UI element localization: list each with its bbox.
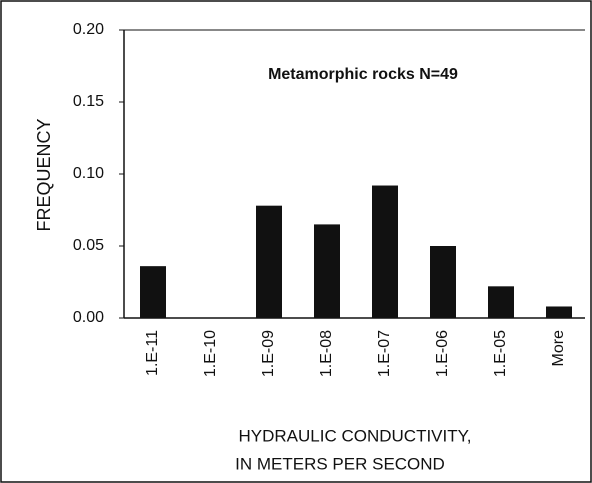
y-tick-label: 0.20 — [73, 21, 104, 38]
bar — [372, 185, 398, 318]
y-tick-label: 0.05 — [73, 237, 104, 254]
x-tick-label: 1.E-09 — [260, 330, 277, 377]
x-tick-label: More — [550, 330, 567, 367]
bar — [430, 246, 456, 318]
y-tick-label: 0.10 — [73, 165, 104, 182]
x-tick-label: 1.E-10 — [202, 330, 219, 377]
x-axis-label: IN METERS PER SECOND — [235, 454, 445, 473]
bar — [546, 306, 572, 318]
y-tick-label: 0.00 — [73, 309, 104, 326]
bar — [488, 286, 514, 318]
x-tick-label: 1.E-11 — [144, 330, 161, 376]
x-tick-label: 1.E-06 — [434, 330, 451, 377]
bar — [140, 266, 166, 318]
chart-title: Metamorphic rocks N=49 — [268, 66, 458, 83]
x-tick-label: 1.E-07 — [376, 330, 393, 377]
bar — [256, 205, 282, 318]
y-tick-label: 0.15 — [73, 93, 104, 110]
x-tick-label: 1.E-05 — [492, 330, 509, 377]
bar — [314, 224, 340, 318]
x-tick-label: 1.E-08 — [318, 330, 335, 377]
y-axis-label: FREQUENCY — [34, 118, 54, 231]
x-axis-label: HYDRAULIC CONDUCTIVITY, — [239, 426, 472, 445]
